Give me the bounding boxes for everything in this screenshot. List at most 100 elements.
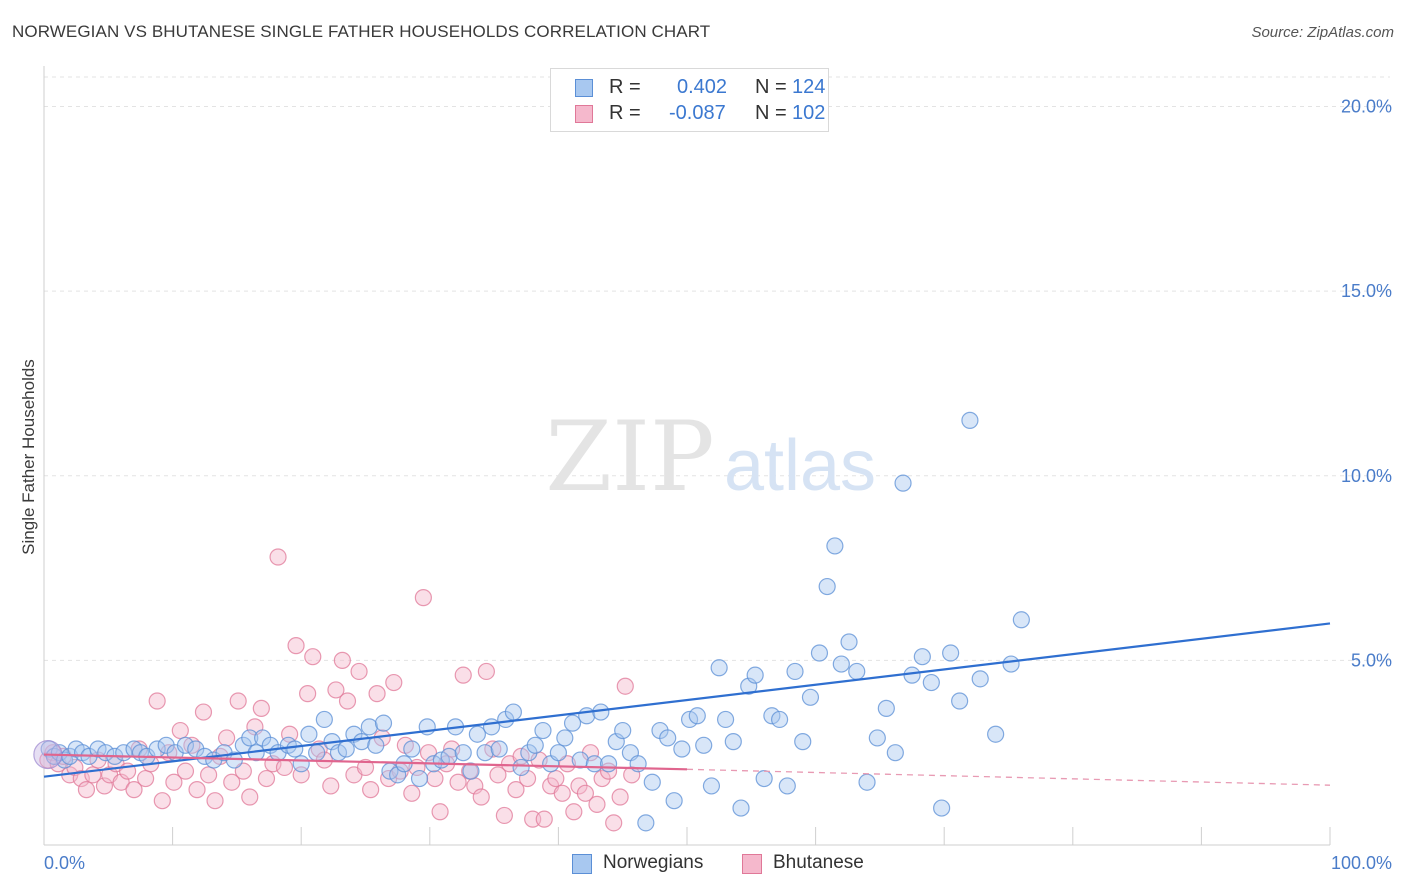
norwegian-point xyxy=(300,725,318,743)
norwegian-point xyxy=(826,537,844,555)
bhutanese-point xyxy=(547,769,565,788)
norwegian-point xyxy=(848,662,866,681)
bhutanese-point xyxy=(368,685,386,703)
norwegian-point xyxy=(868,729,886,747)
norwegian-point xyxy=(403,740,421,758)
norwegian-point xyxy=(786,662,804,681)
norwegian-point xyxy=(716,710,735,729)
bhutanese-point xyxy=(385,673,403,692)
bhutanese-point xyxy=(125,781,143,799)
bhutanese-point xyxy=(327,681,345,699)
legend-n-label: N = xyxy=(755,76,787,98)
norwegian-point xyxy=(241,729,259,747)
bhutanese-point xyxy=(553,784,571,802)
bhutanese-point xyxy=(275,758,294,777)
bhutanese-point xyxy=(257,769,276,788)
y-tick-label: 15.0% xyxy=(1341,281,1392,301)
legend-swatch-blue xyxy=(575,79,593,97)
norwegian-point xyxy=(286,740,304,758)
bhutanese-point xyxy=(489,766,507,784)
norwegian-point xyxy=(732,799,750,817)
bhutanese-point xyxy=(558,755,577,773)
bhutanese-point xyxy=(338,692,357,710)
bhutanese-point xyxy=(477,662,495,681)
norwegian-point xyxy=(490,740,508,758)
norwegian-point xyxy=(1012,611,1030,629)
y-tick-label: 5.0% xyxy=(1351,650,1392,670)
bhutanese-point xyxy=(194,703,213,721)
norwegian-point xyxy=(468,725,486,743)
correlation-legend: R = 0.402 N = 124 R = -0.087 N = 102 xyxy=(550,68,829,132)
bhutanese-point xyxy=(269,548,287,566)
norwegian-point xyxy=(778,777,796,795)
norwegian-point xyxy=(886,744,904,762)
x-tick-label: 100.0% xyxy=(1331,853,1392,873)
norwegian-point xyxy=(933,799,951,817)
norwegian-point xyxy=(534,721,552,740)
norwegian-point xyxy=(512,758,530,777)
watermark-zip: ZIP xyxy=(545,401,714,513)
legend-label-norwegians: Norwegians xyxy=(603,852,704,873)
legend-r-value: -0.087 xyxy=(669,102,726,124)
bhutanese-point xyxy=(426,769,444,788)
norwegian-point xyxy=(476,744,494,762)
bhutanese-point xyxy=(588,795,606,813)
bhutanese-point xyxy=(77,781,96,799)
norwegian-point xyxy=(746,666,764,684)
norwegian-point xyxy=(526,736,544,754)
y-tick-label: 20.0% xyxy=(1341,97,1392,117)
norwegian-point xyxy=(688,707,706,725)
legend-swatch-bhutanese xyxy=(742,854,762,874)
bhutanese-point xyxy=(449,773,467,791)
legend-label-bhutanese: Bhutanese xyxy=(773,852,864,873)
bhutanese-point xyxy=(322,777,340,795)
norwegians-trend-line xyxy=(43,622,1331,778)
axes xyxy=(43,66,1331,846)
legend-r-label: R = xyxy=(609,76,641,98)
bhutanese-point xyxy=(176,762,195,780)
bhutanese-point xyxy=(171,721,189,740)
bhutanese-point xyxy=(299,685,317,703)
x-tick-label: 0.0% xyxy=(44,853,85,873)
norwegian-point xyxy=(292,755,310,773)
norwegian-point xyxy=(556,729,574,747)
bhutanese-point xyxy=(136,769,155,788)
norwegian-point xyxy=(571,751,589,769)
bhutanese-point xyxy=(95,777,114,795)
bhutanese-point xyxy=(333,651,351,669)
bhutanese-point xyxy=(576,784,595,802)
bhutanese-point xyxy=(507,781,525,799)
bhutanese-point xyxy=(414,589,432,607)
bhutanese-trend-extension xyxy=(686,768,1331,786)
legend-n-value: 124 xyxy=(792,76,826,98)
norwegian-point xyxy=(643,773,661,791)
norwegian-point xyxy=(353,733,371,751)
norwegian-point xyxy=(410,769,429,788)
norwegian-point xyxy=(810,644,829,662)
tick-labels: 5.0% 10.0% 15.0% 20.0% 0.0% 100.0% xyxy=(44,97,1392,873)
series-norwegians xyxy=(33,411,1030,832)
norwegian-point xyxy=(951,692,969,710)
bhutanese-point xyxy=(218,729,236,747)
bhutanese-point xyxy=(241,788,259,806)
norwegian-point xyxy=(578,707,596,725)
chart-title: NORWEGIAN VS BHUTANESE SINGLE FATHER HOU… xyxy=(12,22,711,41)
norwegian-point xyxy=(637,814,655,832)
bhutanese-point xyxy=(252,699,270,717)
bhutanese-point xyxy=(148,692,166,710)
norwegian-point xyxy=(673,740,691,758)
bhutanese-point xyxy=(234,762,252,780)
norwegian-point xyxy=(894,474,912,492)
norwegian-point xyxy=(504,703,522,721)
norwegian-point xyxy=(563,714,582,732)
norwegian-point xyxy=(971,670,989,688)
bhutanese-point xyxy=(287,637,305,655)
legend-n-value: 102 xyxy=(792,102,826,124)
norwegian-point xyxy=(440,747,458,765)
bhutanese-point xyxy=(495,806,513,825)
norwegian-point xyxy=(832,655,850,673)
bhutanese-point xyxy=(611,788,629,806)
watermark-atlas: atlas xyxy=(724,426,876,506)
series-bhutanese xyxy=(39,548,641,832)
